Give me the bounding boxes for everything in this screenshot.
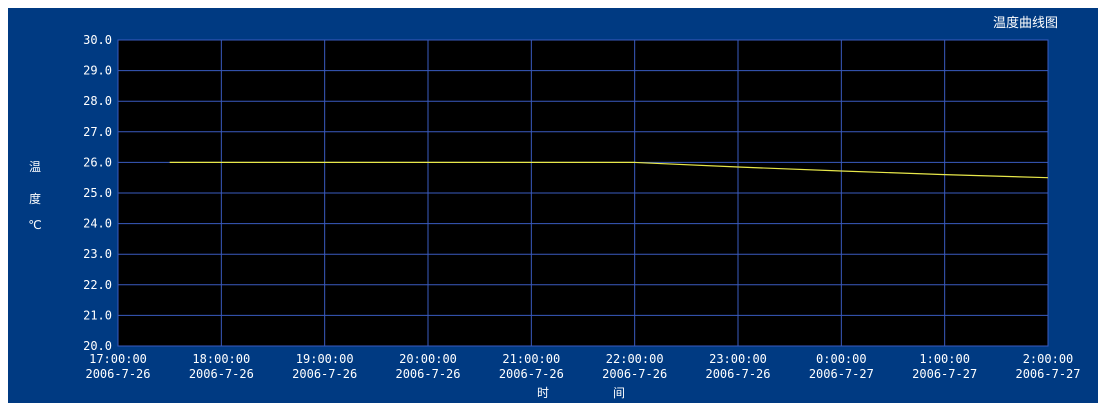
ylabel-char-1: 温 bbox=[28, 160, 41, 174]
ylabel-char-2: 度 bbox=[28, 192, 41, 206]
plot-border bbox=[117, 39, 1049, 347]
x-tick-date: 2006-7-26 bbox=[602, 367, 667, 381]
ylabel-char-3: ℃ bbox=[28, 218, 42, 232]
x-tick-time: 18:00:00 bbox=[192, 352, 250, 366]
x-tick-date: 2006-7-26 bbox=[85, 367, 150, 381]
y-tick-label: 29.0 bbox=[83, 64, 112, 78]
y-tick-label: 21.0 bbox=[83, 308, 112, 322]
y-tick-label: 24.0 bbox=[83, 217, 112, 231]
xlabel-char-2: 间 bbox=[613, 386, 626, 400]
x-tick-date: 2006-7-26 bbox=[292, 367, 357, 381]
y-tick-label: 26.0 bbox=[83, 155, 112, 169]
y-tick-label: 28.0 bbox=[83, 94, 112, 108]
x-tick-time: 2:00:00 bbox=[1023, 352, 1074, 366]
x-tick-date: 2006-7-26 bbox=[189, 367, 254, 381]
x-tick-time: 17:00:00 bbox=[89, 352, 147, 366]
x-tick-date: 2006-7-26 bbox=[395, 367, 460, 381]
x-tick-time: 23:00:00 bbox=[709, 352, 767, 366]
y-tick-label: 22.0 bbox=[83, 278, 112, 292]
series-line-0 bbox=[169, 161, 1049, 179]
y-tick-label: 25.0 bbox=[83, 186, 112, 200]
x-tick-date: 2006-7-27 bbox=[1015, 367, 1080, 381]
x-tick-time: 22:00:00 bbox=[606, 352, 664, 366]
chart-title: 温度曲线图 bbox=[992, 16, 1058, 31]
x-tick-time: 20:00:00 bbox=[399, 352, 457, 366]
x-tick-date: 2006-7-26 bbox=[705, 367, 770, 381]
y-tick-label: 23.0 bbox=[83, 247, 112, 261]
xlabel-char-1: 时 bbox=[537, 386, 550, 400]
x-tick-time: 21:00:00 bbox=[502, 352, 560, 366]
x-tick-time: 0:00:00 bbox=[816, 352, 867, 366]
y-tick-label: 27.0 bbox=[83, 125, 112, 139]
y-tick-label: 30.0 bbox=[83, 33, 112, 47]
y-tick-label: 20.0 bbox=[83, 339, 112, 353]
x-tick-date: 2006-7-27 bbox=[912, 367, 977, 381]
x-tick-time: 19:00:00 bbox=[296, 352, 354, 366]
x-tick-time: 1:00:00 bbox=[919, 352, 970, 366]
x-tick-date: 2006-7-27 bbox=[809, 367, 874, 381]
x-tick-date: 2006-7-26 bbox=[499, 367, 564, 381]
